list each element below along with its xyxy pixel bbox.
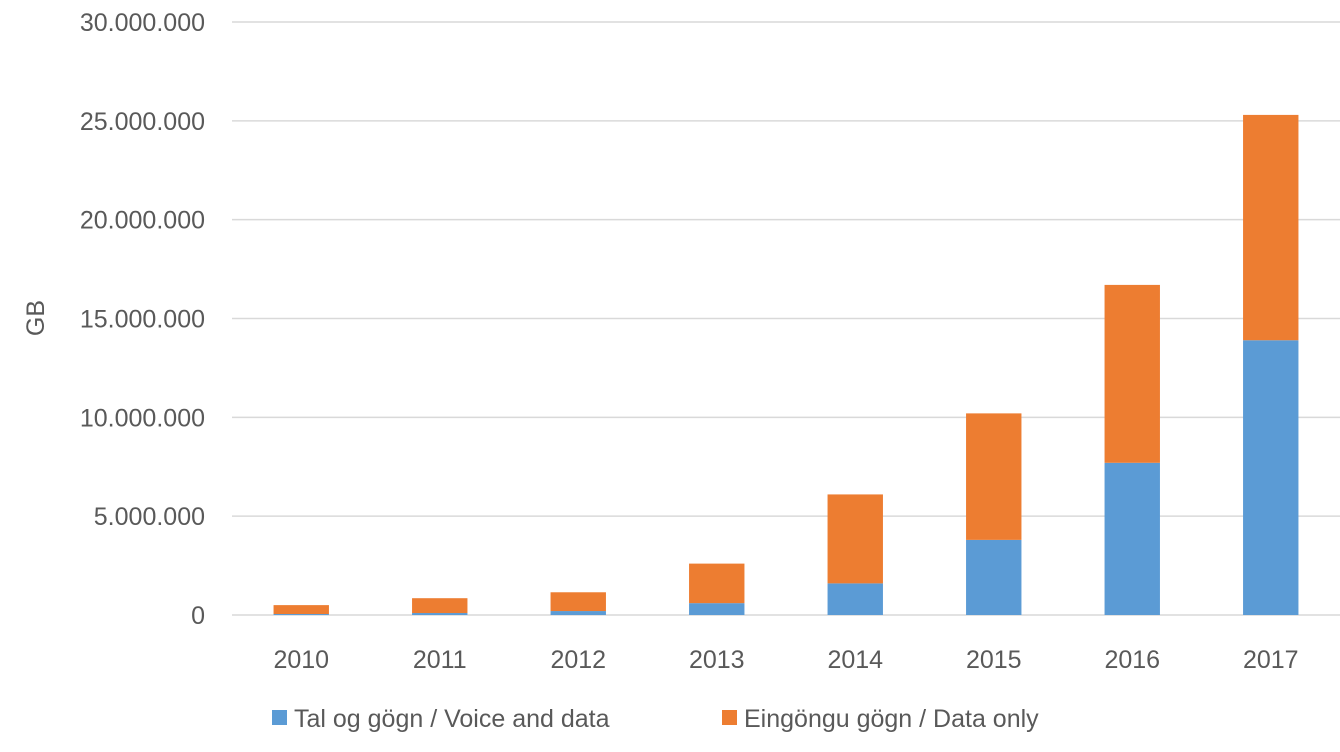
x-tick-label: 2016 — [1104, 646, 1160, 674]
x-tick-label: 2012 — [550, 646, 606, 674]
x-tick-label: 2014 — [827, 646, 883, 674]
bar-segment-data-only-2010 — [273, 605, 329, 615]
bar-segment-data-only-2012 — [550, 592, 606, 612]
bar-segment-data-only-2017 — [1243, 114, 1299, 341]
y-axis-ticks: 0 5.000.000 10.000.000 15.000.000 20.000.000… — [80, 9, 205, 630]
y-tick-label: 15.000.000 — [80, 306, 205, 334]
y-tick-label: 30.000.000 — [80, 9, 205, 37]
y-tick-label: 5.000.000 — [94, 503, 205, 531]
x-tick-label: 2013 — [689, 646, 745, 674]
bar-segment-data-only-2014 — [827, 494, 883, 584]
bar-segment-voice-and-data-2017 — [1243, 340, 1299, 615]
grid-lines — [232, 21, 1340, 616]
x-tick-label: 2011 — [413, 646, 467, 674]
x-axis-ticks: 2010 2011 2012 2013 2014 2015 2016 2017 — [273, 646, 1298, 674]
bar-segment-voice-and-data-2013 — [689, 603, 745, 615]
bar-segment-data-only-2016 — [1104, 284, 1160, 463]
x-tick-label: 2010 — [273, 646, 329, 674]
y-tick-label: 0 — [191, 602, 205, 630]
x-tick-label: 2017 — [1243, 646, 1299, 674]
bar-segment-voice-and-data-2014 — [827, 583, 883, 615]
y-tick-label: 25.000.000 — [80, 108, 205, 136]
bar-segment-voice-and-data-2012 — [550, 611, 606, 615]
legend-label: Tal og gögn / Voice and data — [294, 705, 610, 733]
legend-swatch — [722, 710, 737, 725]
legend-swatch — [272, 710, 287, 725]
bar-segment-data-only-2013 — [689, 563, 745, 604]
bar-segment-voice-and-data-2016 — [1104, 462, 1160, 615]
bar-segment-data-only-2015 — [966, 413, 1022, 540]
x-tick-label: 2015 — [966, 646, 1022, 674]
y-axis-title: GB — [22, 300, 50, 336]
y-tick-label: 20.000.000 — [80, 207, 205, 235]
y-tick-label: 10.000.000 — [80, 404, 205, 432]
bar-segment-voice-and-data-2015 — [966, 539, 1022, 615]
legend-label: Eingöngu gögn / Data only — [744, 705, 1039, 733]
bar-segment-data-only-2011 — [412, 598, 468, 614]
bar-segment-voice-and-data-2011 — [412, 613, 468, 615]
bar-segment-voice-and-data-2010 — [273, 614, 329, 615]
bars — [273, 114, 1299, 615]
legend: Tal og gögn / Voice and data Eingöngu gög… — [272, 705, 1039, 733]
